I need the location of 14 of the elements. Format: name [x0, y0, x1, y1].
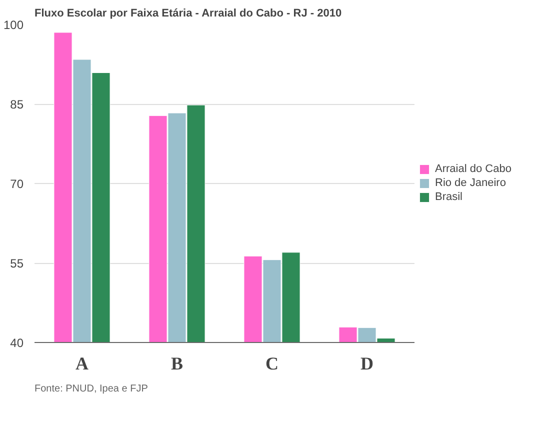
y-tick-label: 55: [10, 256, 24, 270]
x-tick-label: C: [266, 354, 278, 374]
legend-label: Arraial do Cabo: [435, 163, 512, 175]
chart-title: Fluxo Escolar por Faixa Etária - Arraial do Cabo - RJ - 2010: [34, 8, 342, 20]
legend-label: Brasil: [435, 191, 463, 203]
y-tick-label: 85: [10, 98, 24, 112]
x-tick-label: D: [360, 354, 374, 374]
legend-label: Rio de Janeiro: [435, 177, 506, 189]
y-tick-label: 100: [3, 18, 24, 32]
x-tick-label: A: [76, 354, 88, 374]
y-tick-label: 70: [10, 177, 24, 191]
y-tick-label: 40: [10, 336, 24, 350]
source-note: Fonte: PNUD, Ipea e FJP: [34, 384, 148, 394]
x-tick-label: B: [170, 354, 184, 374]
